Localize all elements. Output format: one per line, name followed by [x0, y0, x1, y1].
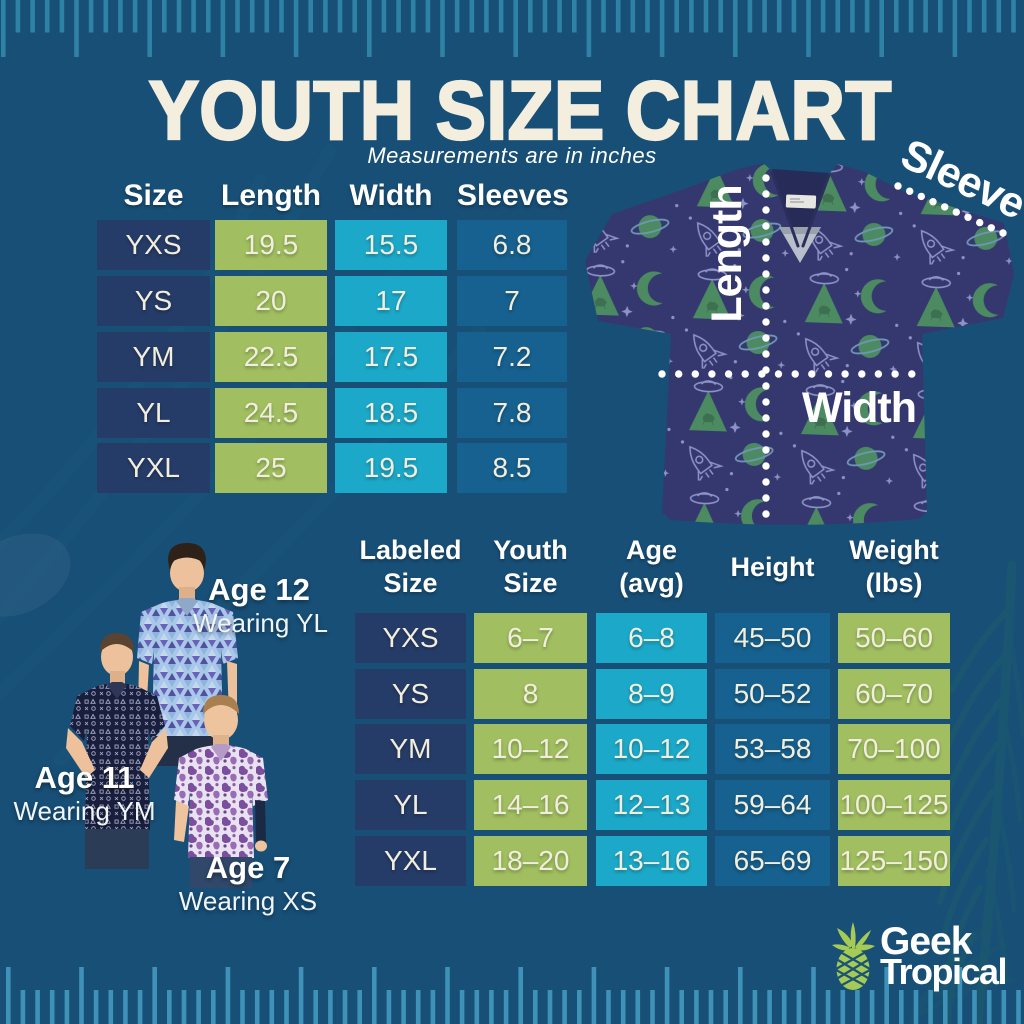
svg-text:Length: Length [703, 185, 751, 322]
svg-text:Geek: Geek [880, 920, 973, 963]
svg-text:Width: Width [802, 384, 916, 432]
svg-text:Tropical: Tropical [880, 951, 1006, 992]
